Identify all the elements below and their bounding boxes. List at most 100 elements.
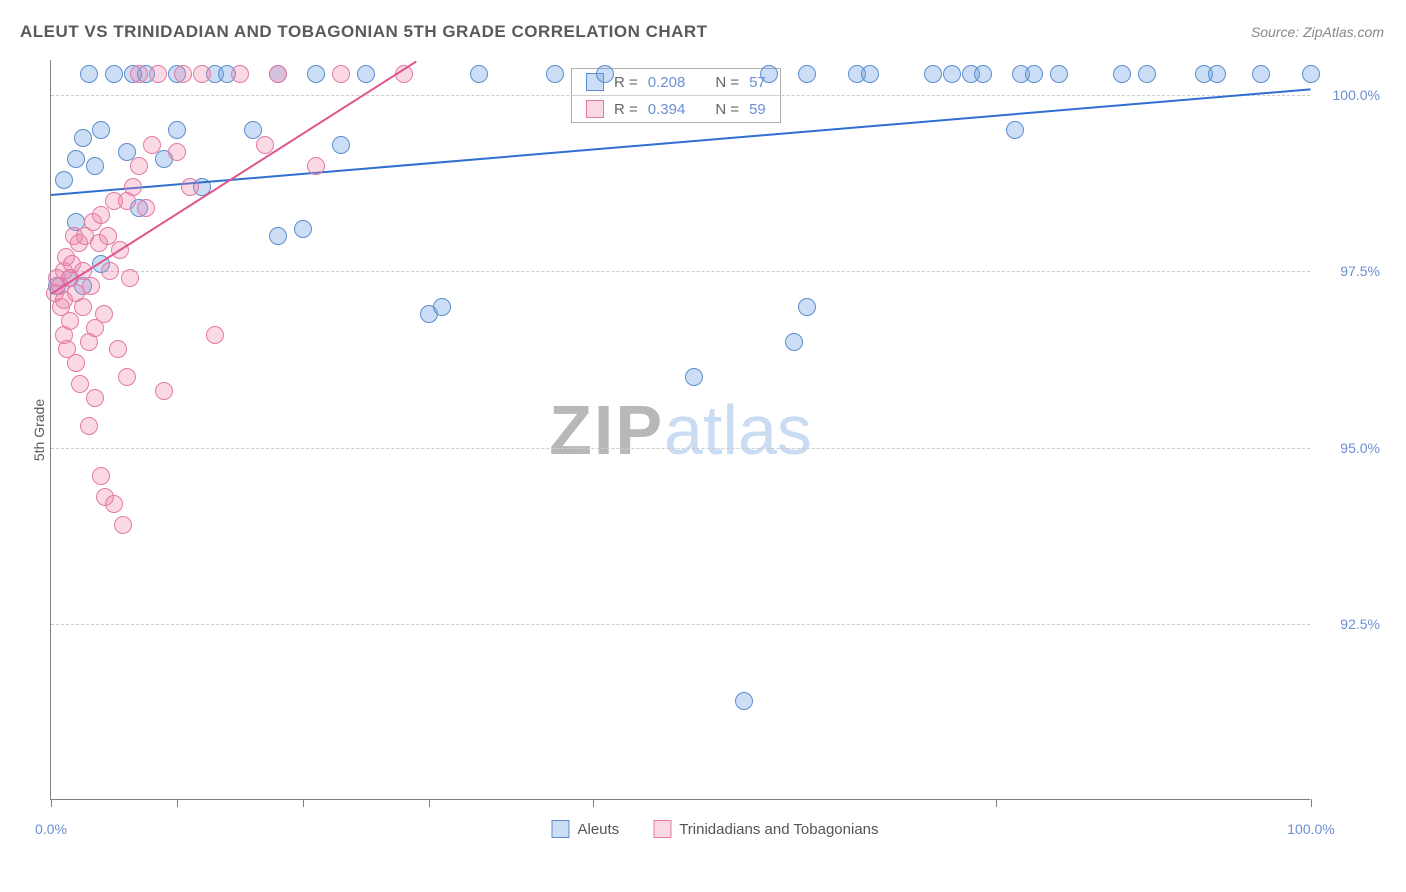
scatter-point	[121, 269, 139, 287]
scatter-point	[92, 206, 110, 224]
scatter-point	[332, 65, 350, 83]
scatter-point	[1252, 65, 1270, 83]
x-tick	[177, 799, 178, 807]
scatter-point	[130, 157, 148, 175]
scatter-point	[80, 417, 98, 435]
scatter-point	[470, 65, 488, 83]
scatter-point	[101, 262, 119, 280]
legend-item-trinidadians: Trinidadians and Tobagonians	[653, 820, 878, 838]
x-tick	[1311, 799, 1312, 807]
scatter-point	[92, 467, 110, 485]
scatter-point	[357, 65, 375, 83]
scatter-point	[118, 368, 136, 386]
y-tick-label: 97.5%	[1340, 263, 1380, 279]
scatter-point	[193, 65, 211, 83]
scatter-point	[86, 157, 104, 175]
y-tick-label: 100.0%	[1333, 87, 1380, 103]
scatter-point	[231, 65, 249, 83]
scatter-point	[168, 143, 186, 161]
scatter-point	[105, 65, 123, 83]
scatter-point	[130, 65, 148, 83]
scatter-point	[109, 340, 127, 358]
swatch-trinidadians	[586, 100, 604, 118]
n-label: N =	[715, 101, 739, 118]
legend-label: Aleuts	[577, 821, 619, 838]
n-label: N =	[715, 74, 739, 91]
grid-line	[51, 271, 1310, 272]
scatter-point	[546, 65, 564, 83]
scatter-point	[861, 65, 879, 83]
x-tick	[429, 799, 430, 807]
legend-swatch-trinidadians	[653, 820, 671, 838]
scatter-point	[307, 65, 325, 83]
scatter-point	[74, 298, 92, 316]
scatter-point	[71, 375, 89, 393]
r-label: R =	[614, 74, 638, 91]
scatter-point	[181, 178, 199, 196]
scatter-point	[269, 227, 287, 245]
scatter-point	[92, 121, 110, 139]
x-tick	[593, 799, 594, 807]
scatter-point	[95, 305, 113, 323]
scatter-point	[174, 65, 192, 83]
scatter-point	[61, 312, 79, 330]
scatter-point	[974, 65, 992, 83]
scatter-point	[924, 65, 942, 83]
x-tick-label: 100.0%	[1287, 821, 1334, 837]
scatter-point	[269, 65, 287, 83]
chart-source: Source: ZipAtlas.com	[1251, 24, 1384, 40]
scatter-point	[294, 220, 312, 238]
r-value: 0.208	[648, 74, 686, 91]
scatter-point	[114, 516, 132, 534]
scatter-point	[1113, 65, 1131, 83]
scatter-point	[155, 382, 173, 400]
scatter-point	[206, 326, 224, 344]
r-value: 0.394	[648, 101, 686, 118]
scatter-point	[1302, 65, 1320, 83]
n-value: 59	[749, 101, 766, 118]
grid-line	[51, 448, 1310, 449]
scatter-point	[105, 495, 123, 513]
grid-line	[51, 624, 1310, 625]
watermark-atlas: atlas	[664, 391, 812, 469]
scatter-point	[149, 65, 167, 83]
r-label: R =	[614, 101, 638, 118]
plot-area: ZIPatlas R = 0.208 N = 57 R = 0.394 N = …	[50, 60, 1310, 800]
scatter-point	[433, 298, 451, 316]
watermark-zip: ZIP	[549, 391, 664, 469]
scatter-point	[124, 178, 142, 196]
scatter-point	[943, 65, 961, 83]
x-tick	[51, 799, 52, 807]
scatter-point	[760, 65, 778, 83]
y-tick-label: 95.0%	[1340, 440, 1380, 456]
grid-line	[51, 95, 1310, 96]
y-tick-label: 92.5%	[1340, 616, 1380, 632]
scatter-point	[735, 692, 753, 710]
x-tick	[996, 799, 997, 807]
bottom-legend: Aleuts Trinidadians and Tobagonians	[551, 820, 878, 838]
scatter-chart: ZIPatlas R = 0.208 N = 57 R = 0.394 N = …	[50, 60, 1380, 800]
scatter-point	[86, 389, 104, 407]
scatter-point	[307, 157, 325, 175]
stats-row-trinidadians: R = 0.394 N = 59	[572, 95, 780, 122]
scatter-point	[1138, 65, 1156, 83]
scatter-point	[67, 150, 85, 168]
x-tick	[303, 799, 304, 807]
scatter-point	[137, 199, 155, 217]
y-axis-label: 5th Grade	[31, 399, 47, 461]
scatter-point	[67, 354, 85, 372]
scatter-point	[785, 333, 803, 351]
scatter-point	[55, 171, 73, 189]
scatter-point	[168, 121, 186, 139]
scatter-point	[1208, 65, 1226, 83]
scatter-point	[685, 368, 703, 386]
scatter-point	[332, 136, 350, 154]
scatter-point	[74, 129, 92, 147]
scatter-point	[1025, 65, 1043, 83]
scatter-point	[82, 277, 100, 295]
scatter-point	[80, 65, 98, 83]
legend-swatch-aleuts	[551, 820, 569, 838]
watermark: ZIPatlas	[549, 390, 812, 470]
scatter-point	[798, 65, 816, 83]
scatter-point	[1006, 121, 1024, 139]
